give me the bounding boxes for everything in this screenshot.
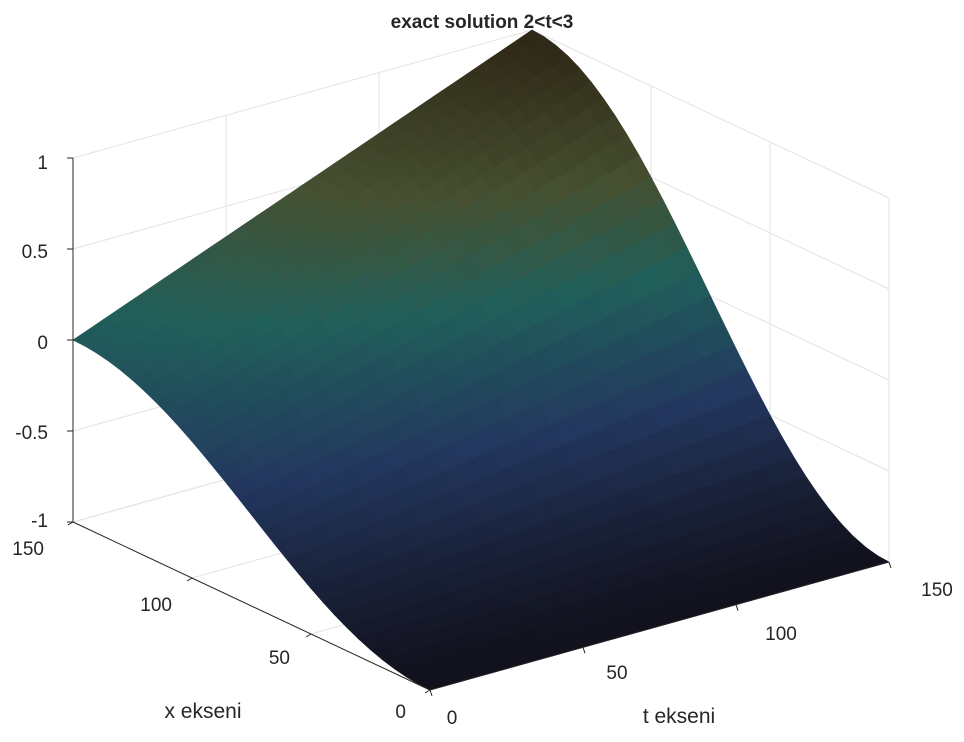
x-tick-label: 0 [395, 702, 406, 723]
x-tick-label: 50 [269, 648, 290, 669]
t-tick-mark [582, 647, 586, 654]
x-tick-mark [305, 633, 312, 638]
wall-grid-line [531, 29, 890, 199]
x-tick-mark [67, 521, 74, 526]
x-tick-mark [424, 689, 431, 694]
x-tick-labels: 150 100 50 0 [12, 539, 406, 723]
x-axis-line [72, 521, 431, 691]
x-tick-label: 100 [140, 595, 172, 616]
axes [67, 157, 892, 697]
z-tick-label: 0 [37, 333, 48, 354]
z-tick-labels: 1 0.5 0 -0.5 -1 [15, 153, 48, 532]
t-tick-mark [888, 561, 892, 569]
z-tick-label: -1 [31, 511, 48, 532]
t-tick-labels: 0 50 100 150 [447, 580, 953, 729]
z-tick-label: 0.5 [22, 242, 48, 263]
wall-grid-line [72, 29, 533, 159]
t-axis-label: t ekseni [643, 705, 715, 728]
z-tick-label: -0.5 [15, 423, 48, 444]
t-tick-mark [735, 604, 739, 611]
t-tick-label: 150 [921, 580, 953, 601]
t-tick-label: 100 [765, 624, 797, 645]
t-tick-mark [429, 689, 433, 697]
x-axis-label: x ekseni [164, 700, 241, 723]
t-axis-line [429, 561, 890, 691]
chart-title: exact solution 2<t<3 [391, 12, 574, 33]
t-tick-label: 50 [606, 663, 627, 684]
surface [72, 29, 890, 691]
x-tick-label: 150 [12, 539, 44, 560]
z-tick-label: 1 [37, 153, 48, 174]
t-tick-label: 0 [447, 708, 458, 729]
x-tick-mark [186, 577, 193, 582]
